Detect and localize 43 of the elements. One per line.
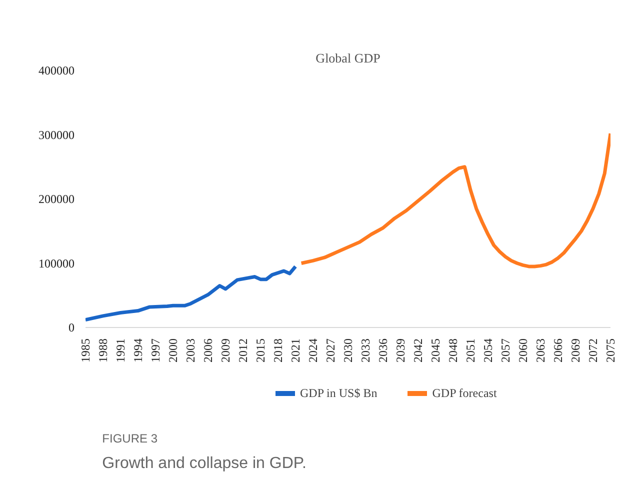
x-tick-label: 1997 bbox=[148, 338, 162, 362]
x-tick-label: 2057 bbox=[498, 338, 512, 362]
chart-title: Global GDP bbox=[316, 50, 380, 66]
x-tick-label: 2042 bbox=[411, 338, 425, 362]
line-series bbox=[86, 264, 298, 322]
x-tick-label: 2036 bbox=[376, 338, 390, 362]
y-tick-label: 100000 bbox=[38, 256, 74, 270]
x-tick-label: 2033 bbox=[358, 338, 372, 362]
text: Growth and collapse in GDP. bbox=[102, 455, 306, 472]
x-tick-label: 2009 bbox=[218, 338, 232, 362]
x-tick-label: 2000 bbox=[166, 338, 180, 362]
x-tick-label: 2045 bbox=[428, 338, 442, 362]
x-tick-label: 1985 bbox=[78, 338, 92, 362]
y-tick-label: 0 bbox=[68, 320, 74, 334]
x-tick-label: 2015 bbox=[254, 338, 268, 362]
x-tick-label: 2072 bbox=[586, 338, 600, 362]
line-series bbox=[300, 132, 610, 268]
legend-label: GDP in US$ Bn bbox=[300, 386, 378, 400]
x-tick-label: 2024 bbox=[306, 338, 320, 362]
caption: FIGURE 3 bbox=[102, 432, 158, 446]
x-tick-label: 2069 bbox=[568, 338, 582, 362]
x-tick-label: 2066 bbox=[551, 338, 565, 362]
x-tick-label: 2063 bbox=[534, 338, 548, 362]
y-tick-label: 200000 bbox=[38, 192, 74, 206]
x-tick-label: 2012 bbox=[236, 338, 250, 362]
x-tick-label: 2060 bbox=[516, 338, 530, 362]
x-tick-label: 1988 bbox=[96, 338, 110, 362]
x-tick-label: 2051 bbox=[464, 338, 478, 362]
x-tick-label: 2021 bbox=[288, 338, 302, 362]
x-tick-label: 2054 bbox=[481, 338, 495, 362]
x-tick-label: 2039 bbox=[394, 338, 408, 362]
x-tick-label: 2018 bbox=[271, 338, 285, 362]
x-tick-label: 2006 bbox=[201, 338, 215, 362]
legend-label: GDP forecast bbox=[432, 386, 497, 400]
y-tick-label: 300000 bbox=[38, 128, 74, 142]
x-tick-label: 2030 bbox=[341, 338, 355, 362]
x-tick-label: 2075 bbox=[604, 338, 618, 362]
x-tick-label: 2003 bbox=[184, 338, 198, 362]
x-tick-label: 2027 bbox=[324, 338, 338, 362]
x-tick-label: 1994 bbox=[131, 338, 145, 362]
x-tick-label: 1991 bbox=[114, 338, 128, 362]
y-tick-label: 400000 bbox=[38, 64, 74, 78]
x-tick-label: 2048 bbox=[446, 338, 460, 362]
